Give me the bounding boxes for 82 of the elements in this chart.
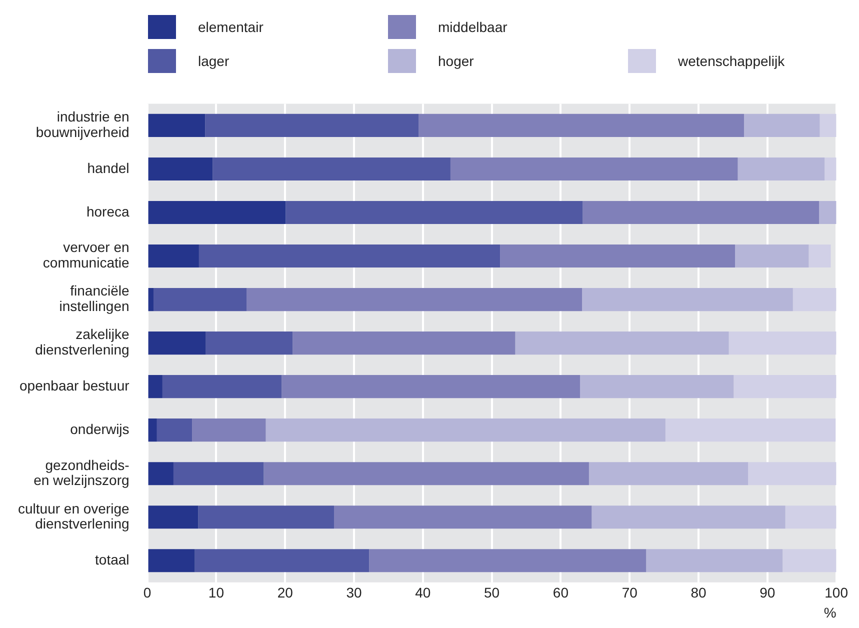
- bar: [206, 332, 293, 355]
- x-tick-label: 100: [824, 584, 848, 601]
- y-tick-label: vervoer en communicatie: [42, 239, 130, 271]
- bar: [162, 375, 282, 398]
- bar: [646, 549, 783, 572]
- bar: [148, 200, 286, 224]
- y-tick-label: cultuur en overige dienstverlening: [18, 500, 130, 532]
- y-tick-label: financiële instellingen: [59, 282, 130, 314]
- x-tick-label: 30: [346, 584, 362, 601]
- x-tick-label: 20: [277, 584, 294, 601]
- bar: [582, 200, 820, 224]
- legend-label: middelbaar: [438, 19, 508, 35]
- bar: [148, 418, 157, 442]
- bar: [592, 506, 786, 529]
- bar: [212, 157, 450, 181]
- bar: [205, 114, 419, 137]
- bar: [148, 375, 162, 398]
- bar: [735, 244, 809, 268]
- y-tick-label: zakelijke dienstverlening: [35, 326, 130, 358]
- bar: [588, 462, 748, 486]
- y-tick-label: openbaar bestuur: [20, 377, 130, 394]
- x-tick-label: 80: [690, 584, 707, 601]
- bar: [744, 114, 820, 137]
- x-tick-label: 60: [552, 584, 569, 601]
- bar: [148, 157, 213, 181]
- bar: [153, 288, 247, 312]
- bar: [728, 332, 836, 355]
- bar: [198, 506, 334, 529]
- bar: [369, 549, 646, 572]
- x-tick-label: 0: [143, 584, 152, 601]
- bar: [582, 288, 793, 312]
- x-tick-label: 90: [760, 584, 776, 601]
- bar: [173, 462, 264, 486]
- bar: [148, 288, 154, 312]
- bar: [450, 157, 738, 181]
- x-tick-label: 10: [208, 584, 224, 601]
- bar: [148, 114, 206, 137]
- bar: [246, 288, 582, 312]
- bar: [148, 332, 206, 355]
- bar: [665, 418, 836, 442]
- bar: [266, 418, 666, 442]
- x-tick-label: 50: [484, 584, 500, 601]
- bar: [292, 332, 516, 355]
- bar: [194, 549, 370, 572]
- legend-label: lager: [198, 53, 230, 69]
- bar: [418, 114, 744, 137]
- legend-label: hoger: [438, 53, 474, 69]
- bar: [264, 462, 589, 486]
- bar: [515, 332, 729, 355]
- legend-label: wetenschappelijk: [678, 53, 785, 69]
- legend-label: elementair: [198, 19, 264, 35]
- bar: [334, 506, 592, 529]
- y-tick-label: horeca: [86, 203, 130, 220]
- bar: [192, 418, 266, 442]
- bar: [500, 244, 736, 268]
- bar: [148, 244, 199, 268]
- bar: [148, 549, 195, 572]
- bar: [286, 200, 583, 224]
- bar: [738, 157, 825, 181]
- bar: [792, 288, 836, 312]
- bar: [148, 506, 198, 529]
- y-tick-label: handel: [87, 160, 130, 176]
- bar: [782, 549, 836, 572]
- x-axis-title: %: [824, 604, 836, 620]
- x-tick-label: 70: [622, 584, 638, 601]
- bar: [734, 375, 836, 398]
- x-tick-label: 40: [415, 584, 431, 601]
- y-tick-label: industrie en bouwnijverheid: [36, 108, 130, 140]
- bar: [580, 375, 734, 398]
- bar: [198, 244, 500, 268]
- bar: [808, 244, 831, 268]
- y-tick-label: totaal: [95, 552, 130, 568]
- bar: [748, 462, 836, 486]
- bar: [156, 418, 192, 442]
- bar: [148, 462, 174, 486]
- bar: [785, 506, 836, 529]
- y-tick-label: gezondheids- en welzijnszorg: [34, 456, 130, 488]
- bar: [819, 200, 836, 224]
- bar: [282, 375, 580, 398]
- bar: [820, 114, 836, 137]
- bar: [824, 157, 836, 181]
- y-tick-label: onderwijs: [70, 420, 130, 437]
